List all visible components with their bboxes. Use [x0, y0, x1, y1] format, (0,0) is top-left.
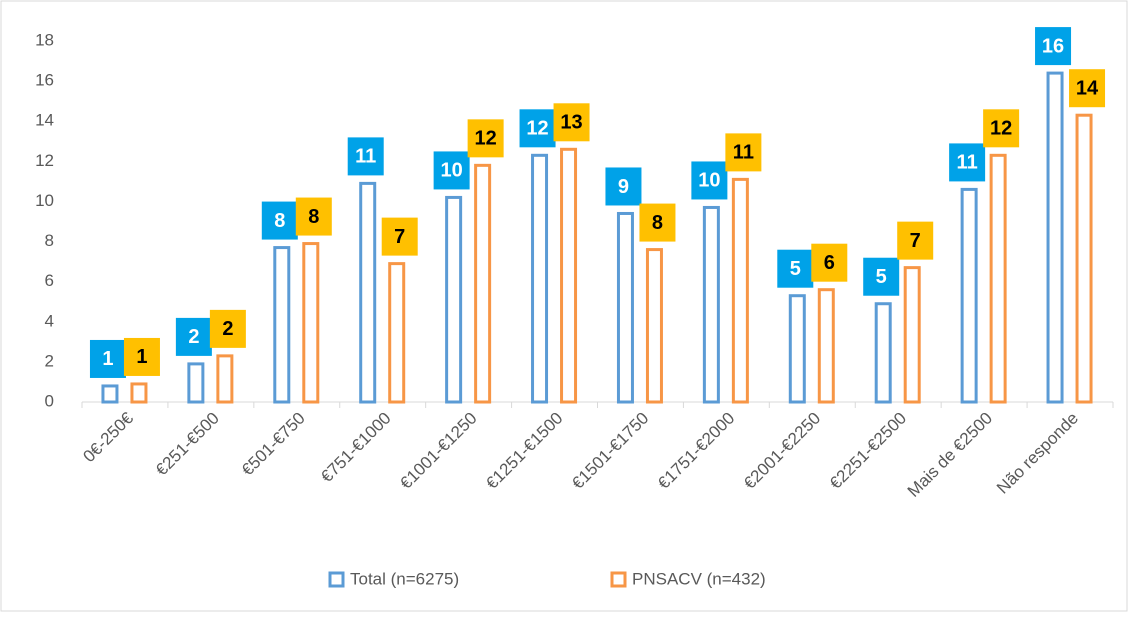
value-label: 8 [308, 206, 319, 228]
value-label-box [89, 339, 126, 378]
bar [187, 362, 205, 404]
value-label: 12 [526, 118, 548, 140]
value-label-box [433, 151, 470, 190]
bar [874, 302, 892, 404]
value-label: 14 [1076, 77, 1099, 99]
value-label: 5 [876, 266, 887, 288]
bar [645, 248, 663, 404]
value-label-box [983, 109, 1020, 148]
value-label: 5 [790, 258, 801, 280]
value-label-box [553, 103, 590, 142]
bar [130, 382, 148, 404]
bar [817, 288, 835, 404]
bar [731, 177, 749, 404]
value-label-box [1035, 27, 1072, 66]
y-tick-label: 0 [45, 391, 54, 410]
value-label: 8 [652, 212, 663, 234]
value-label-box [949, 143, 986, 182]
bar [560, 147, 578, 404]
value-label-box [123, 337, 160, 376]
value-label: 11 [733, 142, 754, 164]
bar [1046, 71, 1064, 404]
bar [474, 163, 492, 404]
bar [960, 187, 978, 404]
legend-label: PNSACV (n=432) [632, 569, 766, 588]
y-tick-label: 6 [45, 271, 54, 290]
bar [359, 181, 377, 404]
bar [903, 266, 921, 404]
value-label: 13 [560, 112, 582, 134]
value-label-box [863, 257, 900, 296]
value-label-box [209, 309, 246, 348]
bar [616, 211, 634, 404]
value-label-box [519, 109, 556, 148]
legend-label: Total (n=6275) [350, 569, 459, 588]
value-label: 2 [188, 326, 199, 348]
value-label: 1 [136, 346, 147, 368]
bar [788, 294, 806, 404]
value-label: 12 [990, 118, 1012, 140]
y-tick-label: 10 [35, 191, 54, 210]
legend-swatch [328, 571, 345, 588]
value-label-box [811, 243, 848, 282]
value-label-box [295, 197, 332, 236]
value-label: 6 [824, 252, 835, 274]
value-label: 10 [698, 170, 720, 192]
value-label-box [691, 161, 728, 200]
value-label: 16 [1042, 35, 1064, 57]
value-label-box [639, 203, 676, 242]
y-tick-label: 12 [35, 151, 54, 170]
bar [1075, 113, 1093, 404]
y-tick-label: 16 [35, 71, 54, 90]
bar [702, 205, 720, 404]
value-label: 11 [355, 146, 376, 168]
value-label: 1 [102, 348, 113, 370]
bar [531, 153, 549, 404]
y-tick-label: 18 [35, 30, 54, 49]
y-tick-label: 4 [45, 311, 54, 330]
value-label: 11 [957, 152, 978, 174]
bar [388, 262, 406, 404]
value-label: 7 [910, 230, 921, 252]
value-label-box [605, 167, 642, 206]
bar [302, 242, 320, 404]
value-label-box [725, 133, 762, 172]
value-label: 10 [441, 160, 463, 182]
bar [216, 354, 234, 404]
value-label: 12 [475, 128, 497, 150]
value-label: 7 [394, 226, 405, 248]
value-label: 2 [222, 318, 233, 340]
bar [445, 195, 463, 404]
value-label-box [347, 137, 384, 176]
value-label-box [777, 249, 814, 288]
value-label: 9 [618, 176, 629, 198]
bar [989, 153, 1007, 404]
y-tick-label: 8 [45, 231, 54, 250]
value-label-box [381, 217, 418, 256]
y-tick-label: 2 [45, 351, 54, 370]
value-label-box [1069, 69, 1106, 108]
value-label-box [175, 317, 212, 356]
value-label: 8 [274, 210, 285, 232]
value-label-box [897, 221, 934, 260]
legend-swatch [610, 571, 627, 588]
y-tick-label: 14 [35, 111, 54, 130]
bar [101, 384, 119, 404]
bar [273, 246, 291, 404]
value-label-box [261, 201, 298, 240]
value-label-box [467, 119, 504, 158]
